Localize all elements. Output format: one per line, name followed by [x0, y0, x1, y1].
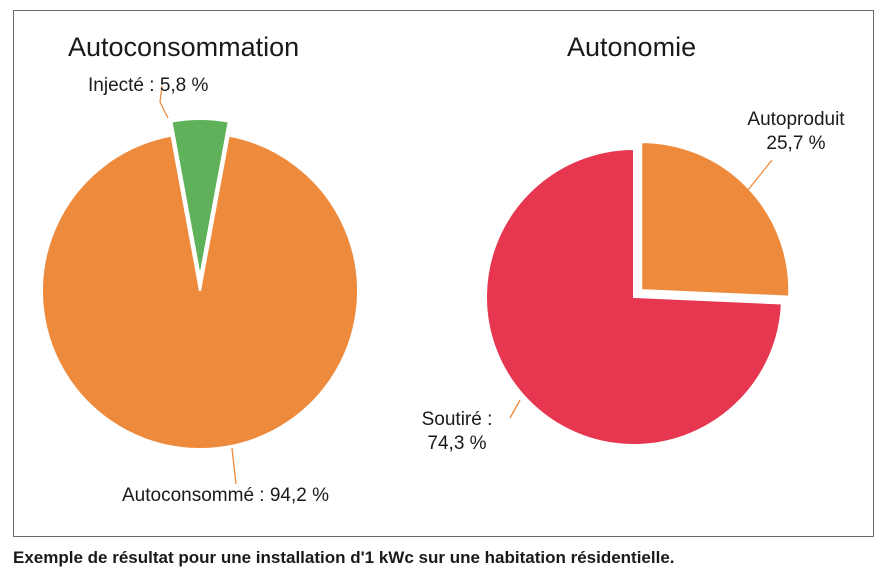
chart-title-autonomie: Autonomie: [567, 32, 697, 62]
autoconsommation-slice-injecte: [170, 118, 230, 278]
label-autoproduit-name: Autoproduit: [747, 109, 845, 130]
pie-autoconsommation: [41, 118, 359, 450]
leader-injecte: [159, 85, 169, 119]
label-soutire: Soutiré : 74,3 %: [402, 408, 512, 456]
label-autoproduit-value: 25,7 %: [766, 133, 826, 154]
autonomie-slice-autoproduit: [640, 141, 791, 298]
pie-autonomie: [485, 141, 791, 446]
leader-soutire: [509, 399, 521, 419]
leader-lines: [159, 85, 773, 485]
chart-title-autoconsommation: Autoconsommation: [68, 32, 300, 62]
label-injecte: Injecté : 5,8 %: [88, 75, 209, 96]
label-autoproduit: Autoproduit 25,7 %: [736, 108, 856, 156]
autonomie-slice-soutire: [485, 147, 783, 446]
label-soutire-name: Soutiré :: [421, 409, 493, 430]
leader-autoproduit: [747, 159, 773, 191]
label-soutire-value: 74,3 %: [427, 433, 487, 454]
autoconsommation-slice-autoconsomme: [41, 134, 359, 450]
leader-autoconsomme: [231, 447, 237, 485]
label-autoconsomme: Autoconsommé : 94,2 %: [122, 485, 329, 506]
figure-caption: Exemple de résultat pour une installatio…: [13, 548, 675, 567]
